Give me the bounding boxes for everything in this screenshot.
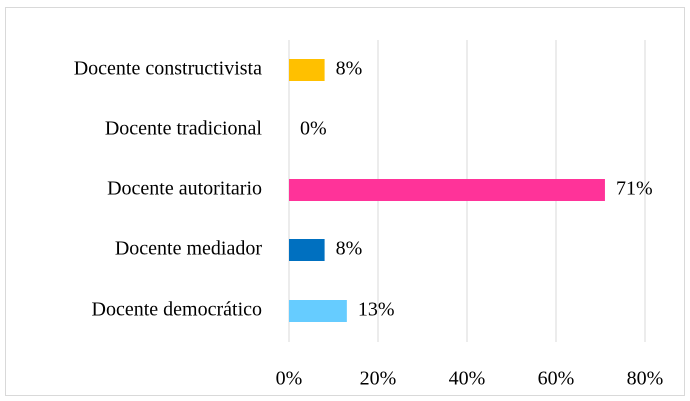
chart-frame: [5, 7, 685, 396]
value-label: 71%: [616, 178, 653, 200]
y-tick-label: Docente democrático: [92, 299, 262, 321]
y-tick-label: Docente constructivista: [74, 58, 262, 80]
y-tick-label: Docente autoritario: [107, 178, 262, 200]
bar: [289, 239, 325, 261]
bar: [289, 179, 605, 201]
value-label: 8%: [336, 58, 363, 80]
y-tick-label: Docente mediador: [115, 238, 262, 260]
x-tick-label: 20%: [360, 368, 397, 390]
bar: [289, 59, 325, 81]
value-label: 8%: [336, 238, 363, 260]
value-label: 0%: [300, 118, 327, 140]
bar: [289, 300, 347, 322]
y-tick-label: Docente tradicional: [105, 118, 263, 140]
x-tick-label: 40%: [449, 368, 486, 390]
x-tick-label: 0%: [276, 368, 303, 390]
value-label: 13%: [358, 299, 395, 321]
x-tick-label: 60%: [538, 368, 575, 390]
x-tick-label: 80%: [627, 368, 664, 390]
